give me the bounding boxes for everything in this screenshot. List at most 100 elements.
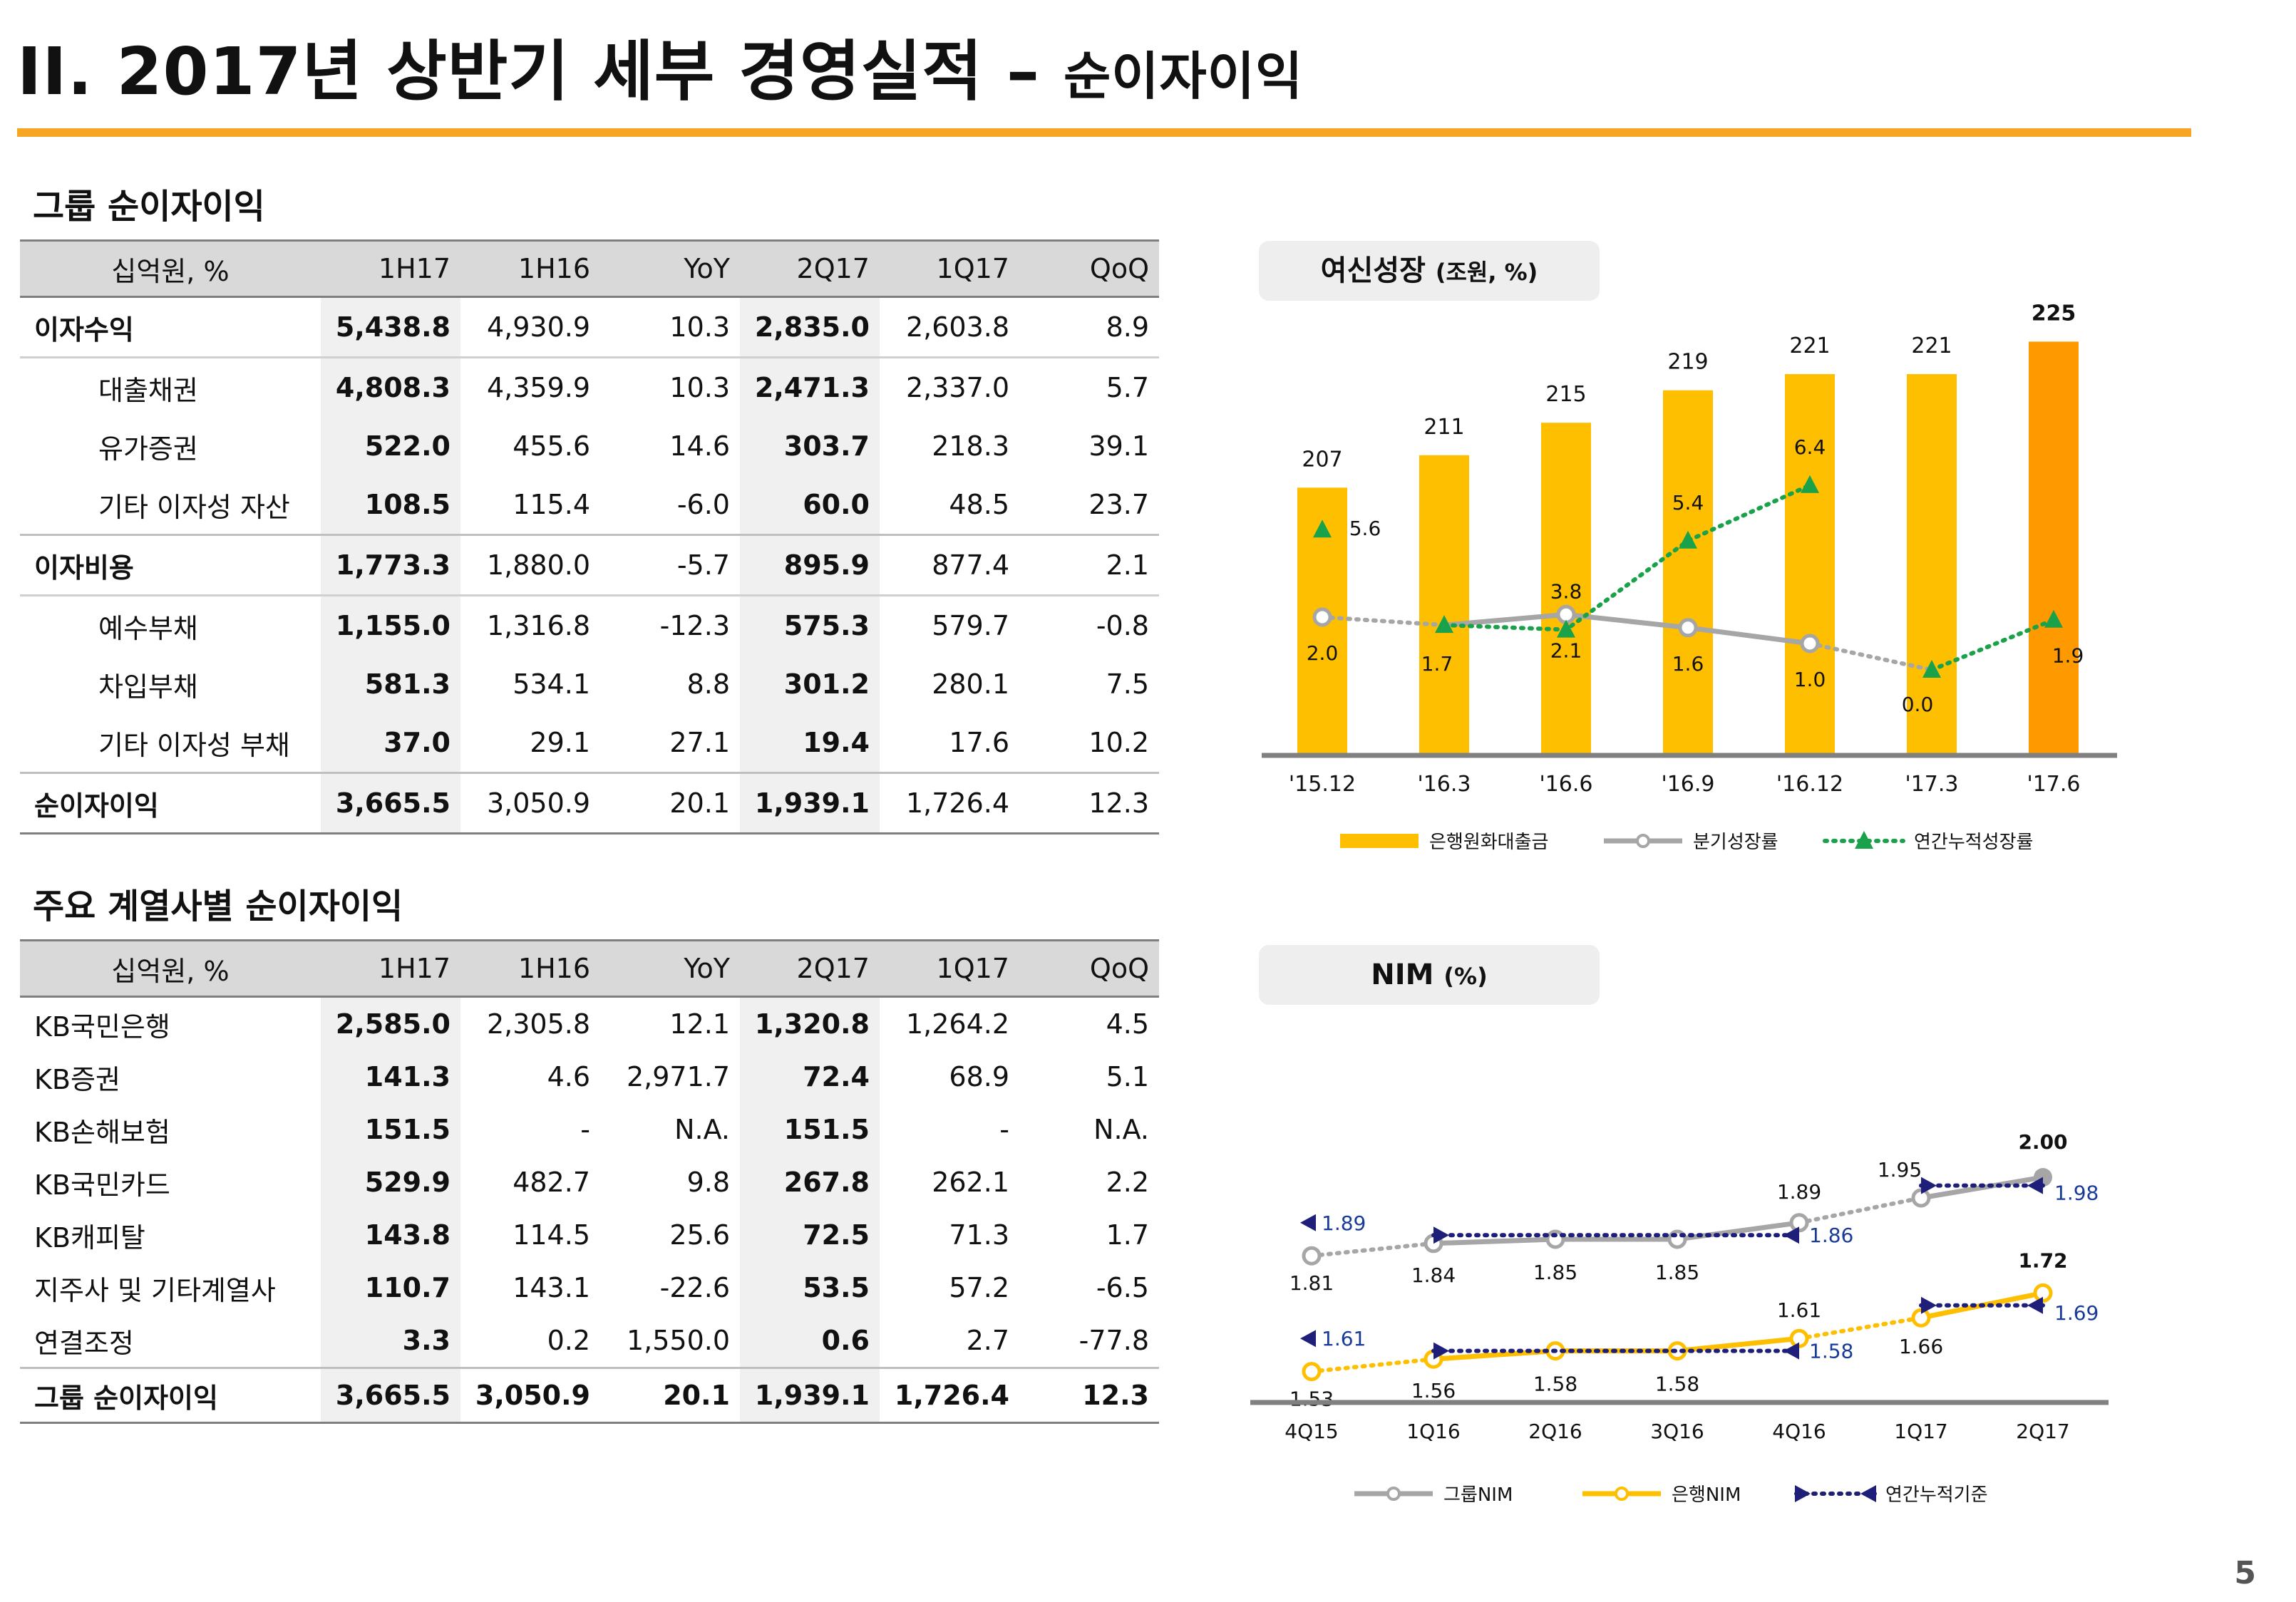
- table-cell: 1,726.4: [880, 772, 1019, 834]
- table-cell: 115.4: [513, 489, 590, 520]
- table-cell: 2,305.8: [486, 1008, 590, 1040]
- data-point: [1783, 1342, 1799, 1360]
- column-header: 2Q17: [740, 239, 880, 298]
- table-cell: 5.7: [1019, 356, 1159, 417]
- table-cell: 0.6: [740, 1314, 880, 1368]
- column-header: 십억원, %: [20, 239, 321, 298]
- table-cell: -6.0: [676, 489, 730, 520]
- column-header: 1Q17: [880, 239, 1019, 298]
- row-label: 예수부채: [20, 594, 321, 655]
- data-label: 1.56: [1411, 1379, 1456, 1402]
- table-cell: 17.6: [949, 727, 1009, 758]
- table-cell: 1.7: [1106, 1219, 1149, 1251]
- bar-value-label: 221: [1789, 334, 1830, 358]
- data-label: 1.69: [2054, 1301, 2099, 1325]
- table-cell: 3,050.9: [460, 772, 600, 834]
- table-cell: 301.2: [740, 655, 880, 713]
- bar: [1907, 373, 1957, 755]
- table-cell: 8.8: [686, 668, 730, 700]
- legend-swatch: [1795, 1485, 1811, 1502]
- table-row: 예수부채 1,155.0 1,316.8 -12.3 575.3 579.7 -0.8: [20, 594, 1159, 655]
- data-label: 1.58: [1533, 1373, 1577, 1396]
- table-row: 연결조정 3.3 0.2 1,550.0 0.6 2.7 -77.8: [20, 1314, 1159, 1368]
- table-cell: 37.0: [321, 713, 460, 773]
- x-tick-label: 3Q16: [1650, 1420, 1704, 1443]
- data-label: 3.8: [1550, 580, 1582, 604]
- table-cell: -: [999, 1114, 1009, 1145]
- data-point: [1921, 1177, 1937, 1194]
- data-label: 1.58: [1809, 1340, 1853, 1363]
- table-cell: 12.3: [1019, 1367, 1159, 1424]
- row-label: 지주사 및 기타계열사: [34, 1274, 276, 1306]
- table-cell: 143.8: [321, 1209, 460, 1261]
- table-cell: 1,320.8: [740, 996, 880, 1050]
- column-header: 십억원, %: [20, 939, 321, 998]
- column-header: YoY: [600, 239, 740, 298]
- row-label: 순이자이익: [20, 772, 321, 834]
- column-header: 1H17: [321, 239, 460, 298]
- table-row: KB증권 141.3 4.6 2,971.7 72.4 68.9 5.1: [20, 1050, 1159, 1103]
- table-cell: 280.1: [932, 668, 1009, 700]
- table-cell: 57.2: [949, 1272, 1009, 1303]
- x-tick-label: '16.3: [1417, 772, 1471, 797]
- data-label: 1.6: [1672, 652, 1704, 676]
- data-point: [1678, 618, 1698, 638]
- table-cell: 4,359.9: [460, 356, 600, 417]
- data-point: [1801, 475, 1819, 493]
- table-cell: 482.7: [513, 1167, 590, 1198]
- table-cell: 12.1: [669, 1008, 730, 1040]
- data-label: 5.6: [1349, 517, 1381, 540]
- row-label: 이자비용: [20, 534, 321, 596]
- loan-growth-chart: 207 211 215 219 221 221 225 '15.12 '16.3 '16.6 '16…: [1262, 301, 2117, 853]
- data-point: [1300, 1330, 1316, 1348]
- bar: [1541, 423, 1591, 755]
- data-label: 1.61: [1322, 1327, 1366, 1350]
- table-cell: 579.7: [880, 594, 1019, 655]
- table-cell: 141.3: [321, 1050, 460, 1103]
- x-tick-label: 1Q17: [1894, 1420, 1947, 1443]
- data-point: [2027, 1177, 2043, 1194]
- series-line-segment: [1320, 615, 1446, 628]
- legend-swatch: [1615, 1487, 1629, 1501]
- x-tick-label: '15.12: [1289, 772, 1356, 797]
- table-cell: -: [580, 1114, 590, 1145]
- table-cell: 12.3: [1019, 772, 1159, 834]
- table-row: KB손해보험 151.5 - N.A. 151.5 - N.A.: [20, 1103, 1159, 1156]
- legend-swatch: [1855, 831, 1873, 849]
- nim-chart-title: NIM (%): [1259, 945, 1600, 1005]
- row-label: 유가증권: [98, 433, 198, 465]
- group-nii-table: 십억원, % 1H17 1H16 YoY 2Q17 1Q17 QoQ 이자수익 5…: [20, 239, 1159, 834]
- data-label: 1.61: [1777, 1298, 1821, 1322]
- table-cell: 5,438.8: [321, 296, 460, 358]
- series-line: [1443, 611, 1811, 646]
- row-label: 대출채권: [20, 356, 321, 417]
- table-cell: 4,930.9: [460, 296, 600, 358]
- data-point: [1302, 1362, 1322, 1382]
- table-cell: 3,665.5: [321, 772, 460, 834]
- subsidiary-nii-table: 십억원, % 1H17 1H16 YoY 2Q17 1Q17 QoQ KB국민은…: [20, 939, 1159, 1424]
- page-title: II. 2017년 상반기 세부 경영실적 – 순이자이익: [17, 33, 1304, 110]
- table-cell: 8.9: [1019, 296, 1159, 358]
- table-cell: 108.5: [321, 475, 460, 535]
- table-row: 대출채권 4,808.3 4,359.9 10.3 2,471.3 2,337.0 5.7: [20, 356, 1159, 417]
- data-point: [1300, 1214, 1316, 1231]
- data-point: [1433, 1342, 1449, 1360]
- data-point: [1922, 660, 1941, 678]
- table-cell: 27.1: [669, 727, 730, 758]
- table-cell: 2.2: [1106, 1167, 1149, 1198]
- table-cell: 53.5: [740, 1261, 880, 1314]
- data-label: 1.0: [1794, 668, 1826, 691]
- data-label: 1.7: [1421, 652, 1453, 676]
- table-cell: N.A.: [1093, 1114, 1149, 1145]
- data-label: 1.9: [2052, 644, 2084, 668]
- table-cell: 48.5: [949, 489, 1009, 520]
- table-row: 순이자이익 3,665.5 3,050.9 20.1 1,939.1 1,726.4 12.…: [20, 772, 1159, 834]
- legend-label: 은행원화대출금: [1429, 832, 1548, 853]
- table-cell: 19.4: [740, 713, 880, 773]
- table-cell: 151.5: [740, 1103, 880, 1156]
- row-label: 차입부채: [98, 671, 198, 703]
- column-header: QoQ: [1019, 939, 1159, 998]
- bar: [1663, 390, 1713, 755]
- x-tick-label: '17.6: [2027, 772, 2080, 797]
- legend-label: 그룹NIM: [1443, 1484, 1513, 1506]
